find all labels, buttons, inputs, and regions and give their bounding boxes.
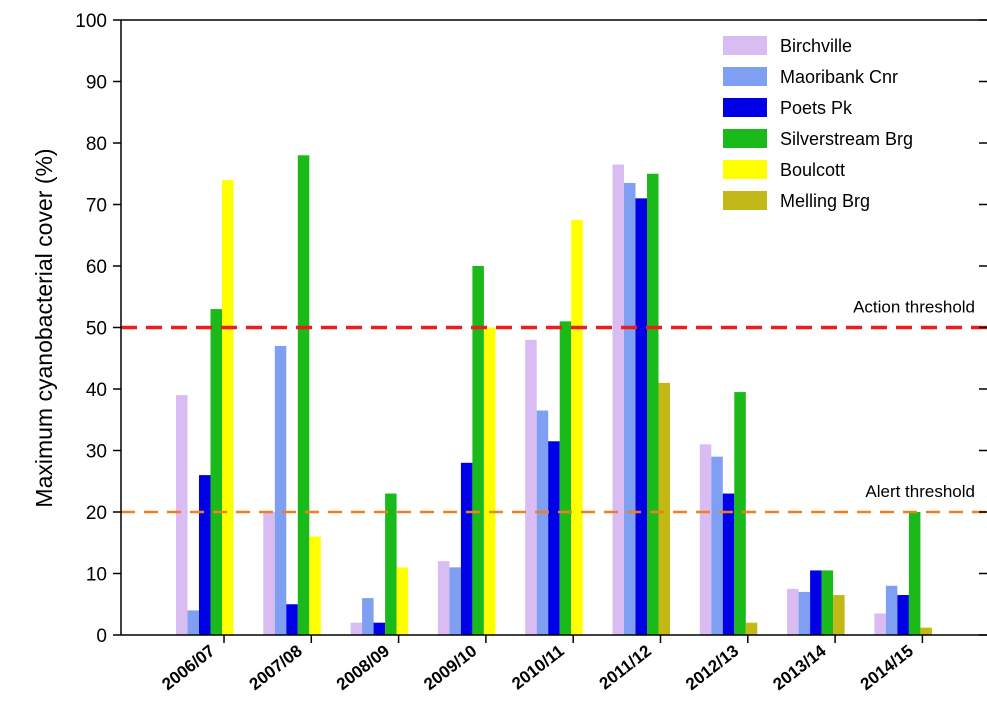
bar [897, 595, 909, 635]
y-tick-label: 90 [86, 73, 107, 94]
legend-swatch [723, 67, 767, 86]
bar [548, 441, 560, 635]
bar [787, 588, 799, 635]
bar [187, 610, 199, 635]
legend-swatch [723, 191, 767, 210]
x-tick-label: 2010/11 [508, 641, 567, 693]
bar [908, 512, 921, 635]
legend-swatch [723, 160, 767, 179]
bar [699, 444, 712, 635]
bar [635, 198, 647, 635]
bar [286, 604, 298, 635]
y-tick-label: 20 [86, 503, 107, 524]
legend-label: Silverstream Brg [780, 129, 913, 149]
y-axis-label: Maximum cyanobacterial cover (%) [31, 148, 57, 507]
bar [821, 570, 834, 635]
bar [571, 219, 583, 635]
bar [874, 613, 886, 635]
bar [722, 493, 735, 635]
bar [222, 179, 234, 635]
bars [176, 155, 932, 636]
x-tick-label: 2012/13 [682, 641, 742, 694]
x-tick-label: 2014/15 [857, 641, 917, 694]
bar [460, 462, 473, 635]
x-tick-label: 2011/12 [596, 641, 655, 693]
y-tick-label: 30 [86, 442, 107, 463]
legend-label: Melling Brg [780, 191, 870, 211]
bar [309, 536, 321, 635]
bar [798, 591, 811, 635]
legend-label: Boulcott [780, 160, 845, 180]
bar [373, 622, 386, 635]
y-tick-label: 0 [96, 626, 107, 647]
bar [658, 382, 670, 635]
x-tick-label: 2009/10 [420, 641, 480, 694]
bar [297, 155, 310, 636]
y-tick-label: 100 [75, 11, 107, 32]
bar [263, 512, 275, 635]
bar [472, 266, 484, 635]
y-tick-label: 70 [86, 196, 107, 217]
bar [734, 392, 746, 635]
x-tick-label: 2006/07 [158, 641, 218, 694]
bar [525, 339, 537, 635]
bar [920, 627, 932, 635]
legend-label: Poets Pk [780, 98, 853, 118]
bar [274, 345, 287, 635]
bar [176, 395, 188, 635]
bar [810, 570, 822, 635]
legend-swatch [723, 129, 767, 148]
x-tick-label: 2007/08 [246, 641, 306, 694]
legend-swatch [723, 98, 767, 117]
y-tick-label: 50 [86, 319, 107, 340]
y-tick-label: 60 [86, 257, 107, 278]
legend-swatch [723, 36, 767, 55]
bar [647, 173, 659, 635]
bar [624, 182, 636, 635]
thresholds: Action threshold Alert threshold [121, 298, 987, 514]
y-tick-label: 10 [86, 565, 107, 586]
bar [199, 475, 211, 635]
bar [362, 598, 374, 635]
bar [210, 309, 222, 635]
bar [350, 622, 363, 635]
bar [711, 456, 723, 635]
bar [536, 410, 549, 635]
bar [396, 567, 409, 635]
bar [612, 164, 624, 635]
bar [559, 321, 572, 635]
legend-label: Maoribank Cnr [780, 67, 898, 87]
bar [449, 567, 461, 635]
bar [385, 493, 397, 635]
legend: Birchville Maoribank Cnr Poets Pk Silverstr… [723, 36, 913, 211]
threshold-label: Alert threshold [865, 482, 975, 501]
bar [885, 585, 898, 635]
threshold-label: Action threshold [853, 298, 975, 317]
legend-label: Birchville [780, 36, 852, 56]
bar [483, 327, 496, 635]
bar [437, 561, 450, 635]
y-tick-label: 40 [86, 380, 107, 401]
bar [833, 595, 845, 635]
x-tick-label: 2008/09 [333, 641, 393, 694]
y-tick-label: 80 [86, 134, 107, 155]
bar [745, 622, 758, 635]
x-tick-label: 2013/14 [769, 641, 830, 694]
